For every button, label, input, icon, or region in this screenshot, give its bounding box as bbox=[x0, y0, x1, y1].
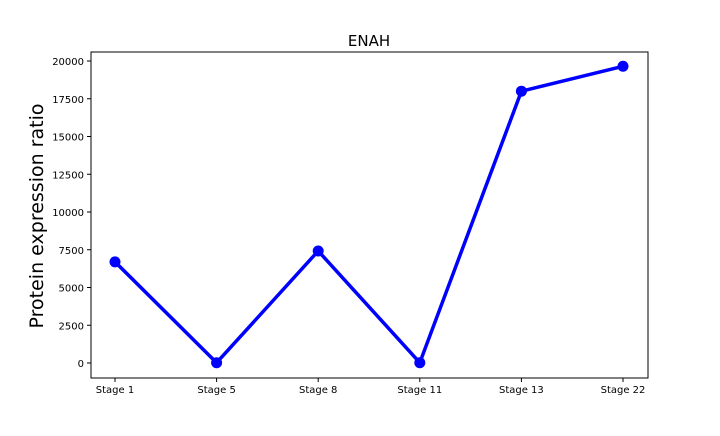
x-axis: Stage 1 Stage 5 Stage 8 Stage 11 Stage 13 Sta… bbox=[96, 378, 646, 396]
y-axis: 0 2500 5000 7500 10000 12500 15000 17500 20000 bbox=[52, 57, 91, 370]
data-point bbox=[515, 85, 527, 97]
y-tick-label: 5000 bbox=[59, 284, 84, 295]
data-point bbox=[312, 245, 324, 257]
series-line bbox=[113, 64, 624, 365]
x-tick-label: Stage 22 bbox=[601, 385, 646, 396]
data-point bbox=[211, 357, 223, 369]
x-tick-label: Stage 11 bbox=[397, 385, 442, 396]
data-point bbox=[617, 60, 629, 72]
data-point bbox=[109, 256, 121, 268]
x-tick-label: Stage 1 bbox=[96, 385, 134, 396]
y-tick-label: 20000 bbox=[52, 57, 84, 68]
chart-title: ENAH bbox=[348, 32, 390, 50]
y-tick-label: 10000 bbox=[52, 208, 84, 219]
x-tick-label: Stage 5 bbox=[197, 385, 235, 396]
y-tick-label: 2500 bbox=[59, 321, 84, 332]
y-tick-label: 17500 bbox=[52, 95, 84, 106]
y-tick-label: 12500 bbox=[52, 170, 84, 181]
data-point bbox=[414, 357, 426, 369]
x-tick-label: Stage 8 bbox=[299, 385, 337, 396]
y-tick-label: 0 bbox=[78, 359, 84, 370]
y-axis-label: Protein expression ratio bbox=[26, 104, 48, 329]
series-layer bbox=[109, 60, 629, 369]
y-tick-label: 7500 bbox=[59, 246, 84, 257]
y-tick-label: 15000 bbox=[52, 133, 84, 144]
plot-frame bbox=[90, 51, 649, 379]
x-tick-label: Stage 13 bbox=[499, 385, 544, 396]
